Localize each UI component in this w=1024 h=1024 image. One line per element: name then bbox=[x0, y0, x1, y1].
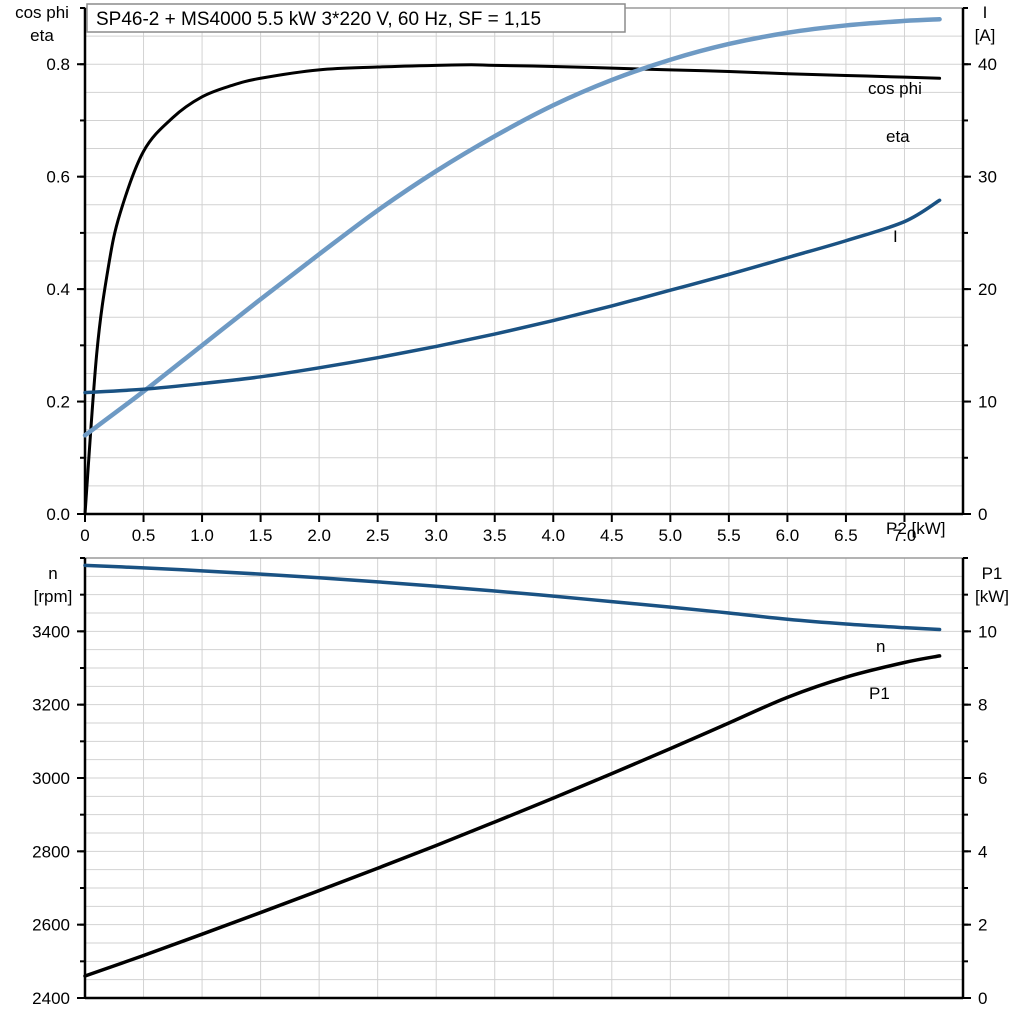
svg-text:2.0: 2.0 bbox=[307, 526, 331, 545]
svg-text:30: 30 bbox=[978, 168, 997, 187]
bottom-right-axis-title-line2: [kW] bbox=[975, 587, 1009, 606]
svg-text:0.6: 0.6 bbox=[46, 168, 70, 187]
top-chart-ticks bbox=[77, 7, 971, 522]
svg-text:2: 2 bbox=[978, 916, 987, 935]
top-x-axis-title: P2 [kW] bbox=[886, 519, 946, 538]
svg-text:8: 8 bbox=[978, 696, 987, 715]
top-chart-tick-labels: 0 0.5 1.0 1.5 2.0 2.5 3.0 3.5 4.0 4.5 5.0 5.5 6.0 6.5… bbox=[46, 55, 997, 545]
power-input-curve bbox=[83, 654, 942, 978]
chart-title: SP46-2 + MS4000 5.5 kW 3*220 V, 60 Hz, S… bbox=[96, 9, 541, 30]
svg-text:0.4: 0.4 bbox=[46, 280, 70, 299]
bottom-right-axis-title-line1: P1 bbox=[982, 564, 1003, 583]
cos-phi-curve-label: cos phi bbox=[868, 79, 922, 98]
svg-text:0: 0 bbox=[978, 505, 987, 524]
eta-curve bbox=[83, 63, 942, 516]
top-left-axis-title-line2: eta bbox=[30, 26, 54, 45]
svg-text:3400: 3400 bbox=[32, 622, 70, 641]
svg-text:0: 0 bbox=[978, 989, 987, 1008]
svg-text:5.5: 5.5 bbox=[717, 526, 741, 545]
svg-text:5.0: 5.0 bbox=[659, 526, 683, 545]
current-curve-label: I bbox=[893, 227, 898, 246]
svg-text:10: 10 bbox=[978, 622, 997, 641]
svg-text:1.5: 1.5 bbox=[249, 526, 273, 545]
power-input-curve-label: P1 bbox=[869, 684, 890, 703]
top-chart-gridlines bbox=[85, 8, 963, 514]
top-right-axis-title-line2: [A] bbox=[975, 26, 996, 45]
svg-text:2600: 2600 bbox=[32, 916, 70, 935]
top-left-axis-title-line1: cos phi bbox=[15, 3, 69, 22]
svg-text:6.5: 6.5 bbox=[834, 526, 858, 545]
bottom-chart-tick-labels: 2400 2600 2800 3000 3200 3400 0 2 4 6 8 10 bbox=[32, 622, 997, 1008]
svg-text:2400: 2400 bbox=[32, 989, 70, 1008]
top-chart: 0 0.5 1.0 1.5 2.0 2.5 3.0 3.5 4.0 4.5 5.0 5.5 6.0 6.5… bbox=[15, 3, 997, 545]
svg-text:10: 10 bbox=[978, 393, 997, 412]
svg-text:0: 0 bbox=[80, 526, 89, 545]
svg-text:3.0: 3.0 bbox=[424, 526, 448, 545]
svg-text:4: 4 bbox=[978, 842, 987, 861]
svg-text:6.0: 6.0 bbox=[776, 526, 800, 545]
speed-curve-label: n bbox=[876, 637, 885, 656]
svg-text:2.5: 2.5 bbox=[366, 526, 390, 545]
eta-curve-label: eta bbox=[886, 127, 910, 146]
svg-text:7.0: 7.0 bbox=[893, 526, 917, 545]
svg-text:1.0: 1.0 bbox=[190, 526, 214, 545]
svg-text:3000: 3000 bbox=[32, 769, 70, 788]
bottom-left-axis-title-line1: n bbox=[48, 564, 57, 583]
current-curve bbox=[83, 198, 942, 395]
svg-text:0.5: 0.5 bbox=[132, 526, 156, 545]
svg-text:0.0: 0.0 bbox=[46, 505, 70, 524]
svg-text:4.5: 4.5 bbox=[600, 526, 624, 545]
svg-text:0.2: 0.2 bbox=[46, 393, 70, 412]
svg-text:0.8: 0.8 bbox=[46, 55, 70, 74]
bottom-chart-ticks bbox=[77, 557, 971, 999]
svg-text:3.5: 3.5 bbox=[483, 526, 507, 545]
top-right-axis-title-line1: I bbox=[983, 3, 988, 22]
cos-phi-curve bbox=[82, 16, 942, 438]
svg-text:2800: 2800 bbox=[32, 842, 70, 861]
svg-text:3200: 3200 bbox=[32, 696, 70, 715]
speed-curve bbox=[83, 563, 942, 632]
title-box bbox=[86, 3, 626, 33]
svg-text:6: 6 bbox=[978, 769, 987, 788]
svg-text:4.0: 4.0 bbox=[541, 526, 565, 545]
svg-text:20: 20 bbox=[978, 280, 997, 299]
bottom-left-axis-title-line2: [rpm] bbox=[34, 587, 73, 606]
svg-text:40: 40 bbox=[978, 55, 997, 74]
bottom-chart: 2400 2600 2800 3000 3200 3400 0 2 4 6 8 10 n P1 n [… bbox=[32, 557, 1009, 1008]
